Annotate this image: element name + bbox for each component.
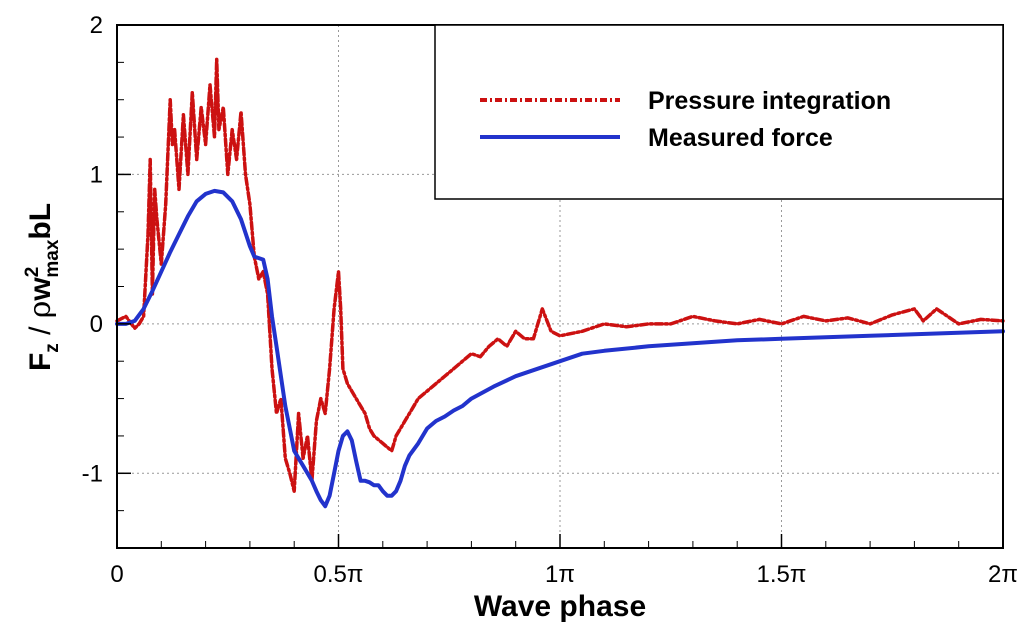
legend-box: [434, 24, 1004, 200]
y-title-base: F: [24, 353, 57, 371]
x-tick-label: 1.5π: [757, 561, 807, 588]
x-tick-label: 0: [110, 561, 123, 588]
x-tick-label: 2π: [988, 561, 1018, 588]
x-tick-label: 1π: [545, 561, 575, 588]
y-tick-label: -1: [82, 460, 103, 487]
y-tick-label: 1: [90, 161, 103, 188]
x-tick-label: 0.5π: [314, 561, 364, 588]
legend-label-measured-force: Measured force: [648, 124, 833, 152]
y-title-sep: /: [24, 318, 57, 343]
ticks: [116, 24, 1004, 549]
series-line-measured-force: [115, 188, 1005, 509]
y-tick-label: 2: [90, 12, 103, 39]
y-axis-title: Fz / ρw2maxbL: [22, 203, 63, 371]
y-title-base-sub: z: [42, 343, 63, 353]
y-tick-label: 0: [90, 311, 103, 338]
y-title-tail: bL: [24, 203, 57, 240]
legend: Pressure integration Measured force: [434, 24, 1004, 200]
x-axis-title: Wave phase: [474, 590, 646, 623]
y-title-w-sub: max: [42, 239, 63, 277]
y-title-w-sup: 2: [22, 267, 43, 278]
legend-label-pressure-integration: Pressure integration: [648, 87, 891, 115]
series-line-pressure-integration: [115, 57, 1005, 493]
tick-labels: 0 0.5π 1π 1.5π 2π -1 0 1 2: [82, 12, 1018, 588]
y-title-rho: ρ: [23, 301, 58, 319]
y-title-w: w: [24, 277, 57, 302]
series-layer: [115, 57, 1005, 509]
